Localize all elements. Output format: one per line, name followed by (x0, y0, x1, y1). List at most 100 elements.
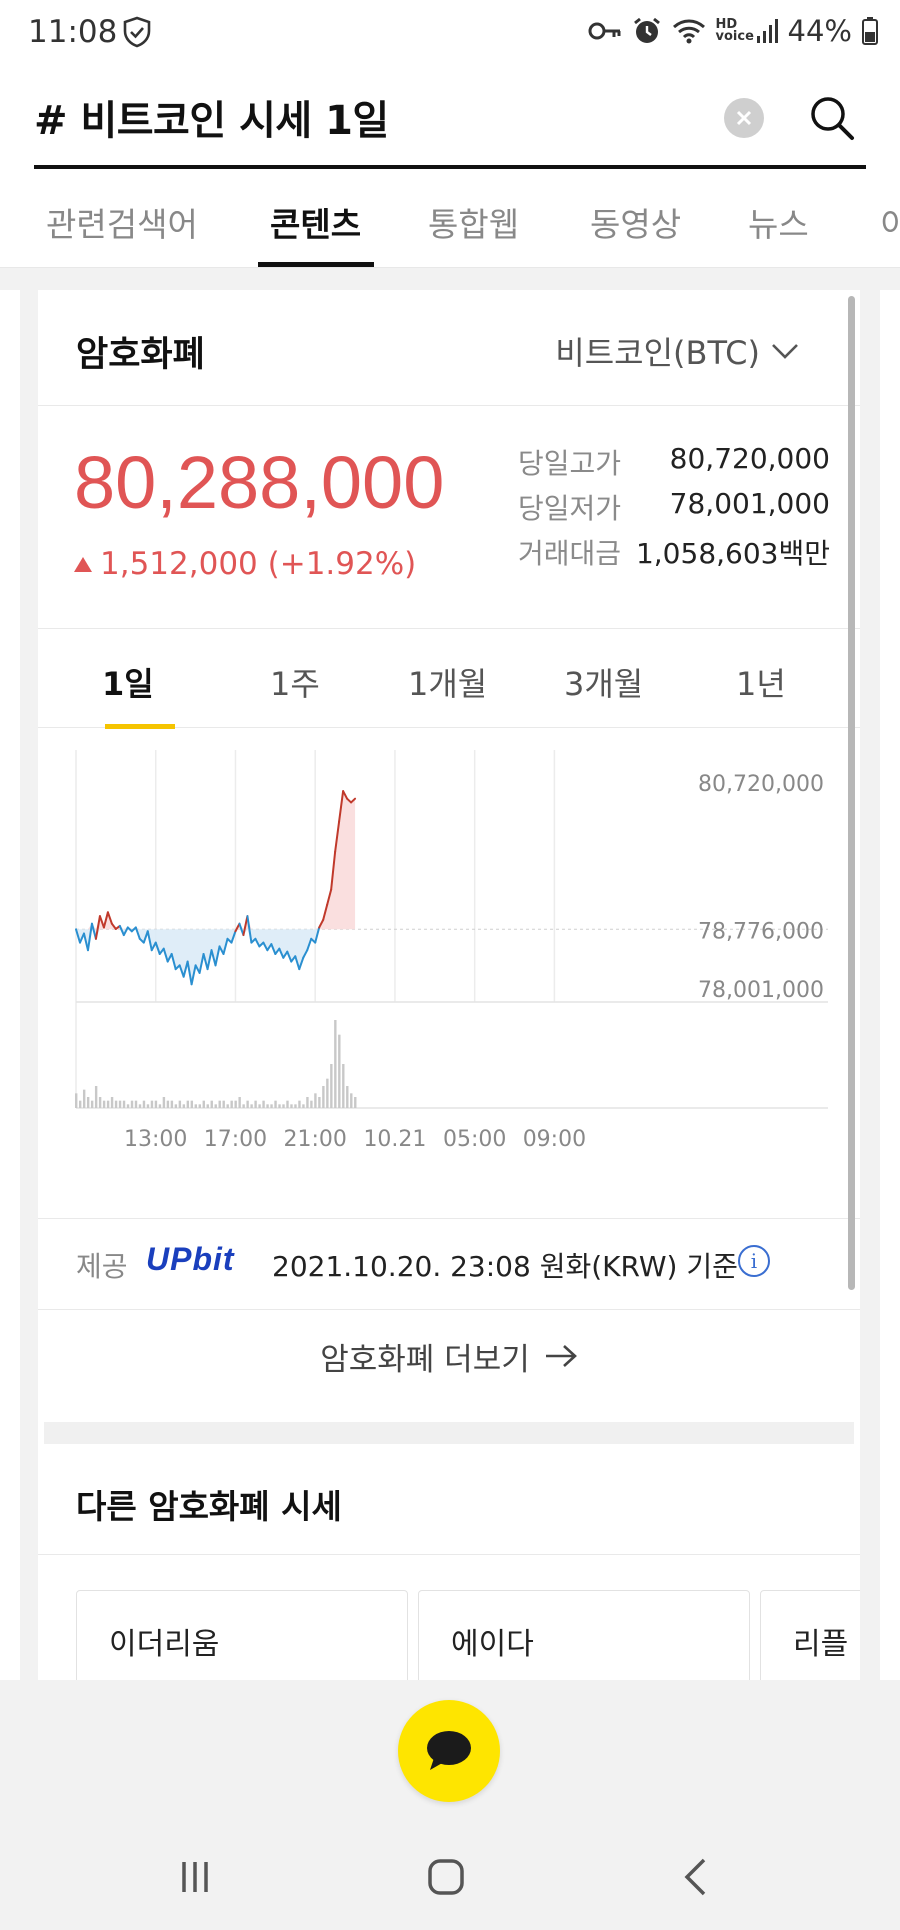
coin-name: 리플 (793, 1627, 849, 1662)
x-tick-label: 10.21 (363, 1127, 426, 1152)
volume-bar (226, 1104, 229, 1108)
volume-bar (110, 1097, 114, 1108)
other-crypto-title: 다른 암호화폐 시세 (76, 1487, 342, 1526)
volume-bar (150, 1100, 154, 1108)
volume-bar (258, 1104, 261, 1108)
alarm-icon (633, 17, 660, 43)
price-line-segment (306, 937, 313, 952)
price-line-segment (314, 926, 321, 944)
price-line-segment (94, 915, 101, 940)
card-title: 암호화폐 (76, 335, 205, 375)
volume-bar (266, 1104, 269, 1108)
price-line-segment (162, 947, 169, 963)
price-line-segment (90, 922, 97, 940)
tab-related[interactable]: 관련검색어 (46, 205, 198, 244)
tab-contents[interactable]: 콘텐츠 (270, 205, 362, 244)
coin-name: 에이다 (451, 1627, 534, 1662)
volume-bar (282, 1104, 285, 1108)
price-change: 1,512,000 (+1.92%) (74, 546, 416, 582)
price-line-segment (75, 928, 81, 944)
volume-bar (242, 1104, 245, 1108)
price-line-segment (330, 850, 337, 891)
tab-more[interactable]: 이 (880, 198, 900, 246)
home-icon[interactable] (421, 1852, 471, 1902)
y-tick-label: 78,776,000 (698, 919, 824, 944)
stat-label: 당일저가 (518, 492, 622, 525)
volume-bar (234, 1100, 237, 1108)
volume-bar (158, 1104, 162, 1108)
volume-bar (178, 1100, 182, 1108)
divider (38, 1554, 860, 1555)
coin-select[interactable]: 비트코인(BTC) (555, 328, 800, 374)
x-tick-label: 09:00 (523, 1127, 586, 1152)
volume-bar (306, 1097, 309, 1108)
tab-web[interactable]: 통합웹 (428, 205, 520, 244)
search-icon[interactable] (806, 92, 858, 144)
recent-apps-icon[interactable] (170, 1852, 220, 1902)
price-line-segment (150, 941, 157, 952)
price-line-segment (294, 955, 301, 971)
volume-bar (82, 1089, 86, 1108)
period-3m[interactable]: 3개월 (564, 665, 644, 703)
volume-bar (198, 1104, 201, 1108)
search-input[interactable]: # 비트코인 시세 1일 (34, 98, 389, 144)
volume-bar (218, 1100, 221, 1108)
price-line-segment (106, 911, 113, 925)
below-reference-fill (76, 929, 356, 985)
back-icon[interactable] (672, 1852, 722, 1902)
price-line-segment (278, 947, 285, 959)
volume-bar (302, 1104, 305, 1108)
volume-bar (222, 1100, 225, 1108)
coin-card-ada[interactable]: 에이다 (418, 1590, 750, 1680)
coin-select-label: 비트코인(BTC) (555, 334, 760, 372)
x-tick-label: 17:00 (204, 1127, 267, 1152)
stat-row: 당일고가 80,720,000 (518, 442, 830, 487)
volume-bar (118, 1100, 122, 1108)
more-crypto-link[interactable]: 암호화폐 더보기 (38, 1310, 860, 1402)
chat-button[interactable] (398, 1700, 500, 1802)
volume-bar (130, 1100, 134, 1108)
tab-news[interactable]: 뉴스 (748, 205, 809, 244)
scrollbar[interactable] (848, 296, 855, 1290)
key-icon (588, 22, 621, 40)
price-line-segment (182, 960, 189, 978)
status-icons: HD voice 44% (588, 14, 878, 48)
network-label: HD voice (715, 17, 754, 44)
period-1w[interactable]: 1주 (270, 665, 320, 703)
clear-button[interactable] (724, 98, 764, 138)
coin-card-ripple[interactable]: 리플 (760, 1590, 860, 1680)
volume-bar (126, 1104, 130, 1108)
card-header: 암호화폐 비트코인(BTC) (38, 290, 860, 406)
chat-bubble-icon (427, 1731, 471, 1770)
volume-bar (326, 1078, 329, 1108)
price-line-segment (98, 915, 105, 929)
volume-bar (186, 1100, 190, 1108)
tab-video[interactable]: 동영상 (590, 205, 682, 244)
side-card-right[interactable] (880, 290, 900, 1680)
stat-row: 당일저가 78,001,000 (518, 487, 830, 532)
volume-bar (318, 1097, 321, 1108)
price-chart[interactable]: 80,720,000 78,776,000 78,001,000 13:00 17:00… (38, 730, 860, 1190)
tab-bar: 관련검색어 콘텐츠 통합웹 동영상 뉴스 이 (0, 170, 900, 268)
volume-bar (314, 1093, 317, 1108)
info-icon[interactable]: i (738, 1245, 770, 1277)
volume-bar (138, 1104, 142, 1108)
side-card-left[interactable] (0, 290, 20, 1680)
coin-card-ethereum[interactable]: 이더리움 (76, 1590, 408, 1680)
volume-bar (346, 1086, 349, 1108)
price-line-segment (154, 941, 161, 955)
volume-bar (286, 1100, 289, 1108)
volume-bar (274, 1100, 277, 1108)
status-time: 11:08 (28, 14, 118, 50)
price-line-segment (246, 915, 253, 944)
y-tick-label: 80,720,000 (698, 772, 824, 797)
more-crypto-label: 암호화폐 더보기 (320, 1341, 530, 1378)
chevron-down-icon (772, 344, 798, 359)
volume-bar (106, 1100, 110, 1108)
period-1m[interactable]: 1개월 (408, 665, 488, 703)
volume-bar (122, 1100, 126, 1108)
volume-bar (334, 1020, 337, 1108)
price-line-segment (326, 888, 333, 906)
period-1y[interactable]: 1년 (736, 665, 786, 703)
period-1d[interactable]: 1일 (102, 665, 154, 703)
